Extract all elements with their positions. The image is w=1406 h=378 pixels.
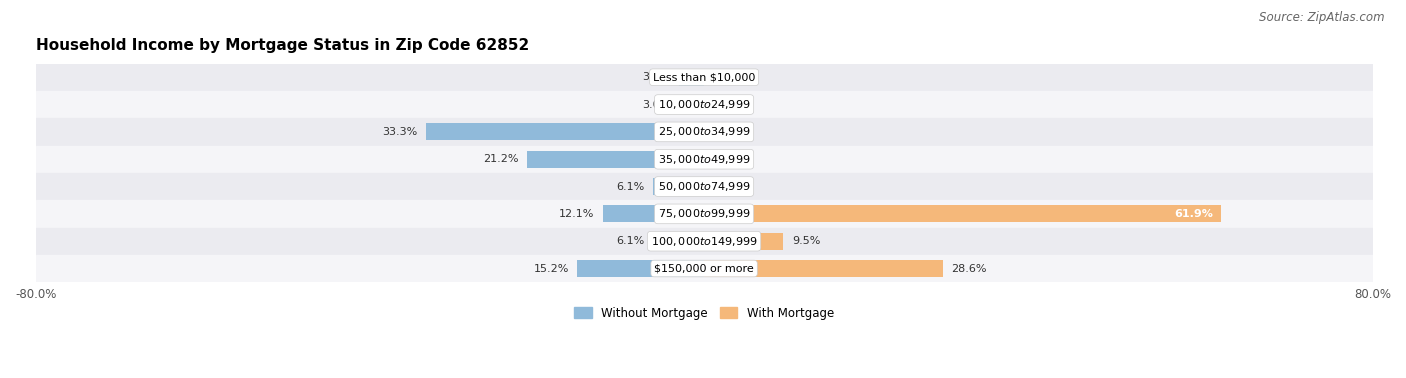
Text: 21.2%: 21.2% xyxy=(484,154,519,164)
Text: 15.2%: 15.2% xyxy=(533,263,569,274)
Text: $35,000 to $49,999: $35,000 to $49,999 xyxy=(658,153,751,166)
Bar xyxy=(527,151,704,168)
Text: Source: ZipAtlas.com: Source: ZipAtlas.com xyxy=(1260,11,1385,24)
Bar xyxy=(704,205,1222,222)
Bar xyxy=(35,118,1372,146)
Bar xyxy=(35,255,1372,282)
Bar xyxy=(679,96,704,113)
Text: 0.0%: 0.0% xyxy=(713,181,741,192)
Text: $10,000 to $24,999: $10,000 to $24,999 xyxy=(658,98,751,111)
Bar xyxy=(603,205,704,222)
Text: 0.0%: 0.0% xyxy=(713,127,741,137)
Text: 28.6%: 28.6% xyxy=(952,263,987,274)
Text: 12.1%: 12.1% xyxy=(560,209,595,219)
Bar xyxy=(679,69,704,86)
Bar xyxy=(35,64,1372,91)
Text: 33.3%: 33.3% xyxy=(382,127,418,137)
Text: $75,000 to $99,999: $75,000 to $99,999 xyxy=(658,208,751,220)
Text: Household Income by Mortgage Status in Zip Code 62852: Household Income by Mortgage Status in Z… xyxy=(35,38,529,53)
Bar xyxy=(426,123,704,140)
Text: 3.0%: 3.0% xyxy=(643,99,671,110)
Text: Less than $10,000: Less than $10,000 xyxy=(652,72,755,82)
Text: 0.0%: 0.0% xyxy=(713,72,741,82)
Bar xyxy=(654,178,704,195)
Bar xyxy=(576,260,704,277)
Text: $100,000 to $149,999: $100,000 to $149,999 xyxy=(651,235,758,248)
Text: 0.0%: 0.0% xyxy=(713,99,741,110)
Text: 6.1%: 6.1% xyxy=(616,181,645,192)
Text: 0.0%: 0.0% xyxy=(713,154,741,164)
Bar xyxy=(35,146,1372,173)
Text: 61.9%: 61.9% xyxy=(1174,209,1213,219)
Bar xyxy=(35,173,1372,200)
Text: 9.5%: 9.5% xyxy=(792,236,820,246)
Bar xyxy=(35,228,1372,255)
Bar xyxy=(35,200,1372,228)
Text: 3.0%: 3.0% xyxy=(643,72,671,82)
Bar xyxy=(654,233,704,250)
Text: $50,000 to $74,999: $50,000 to $74,999 xyxy=(658,180,751,193)
Bar xyxy=(704,233,783,250)
Text: $25,000 to $34,999: $25,000 to $34,999 xyxy=(658,125,751,138)
Text: 6.1%: 6.1% xyxy=(616,236,645,246)
Text: $150,000 or more: $150,000 or more xyxy=(654,263,754,274)
Bar xyxy=(35,91,1372,118)
Bar xyxy=(704,260,943,277)
Legend: Without Mortgage, With Mortgage: Without Mortgage, With Mortgage xyxy=(569,302,839,324)
